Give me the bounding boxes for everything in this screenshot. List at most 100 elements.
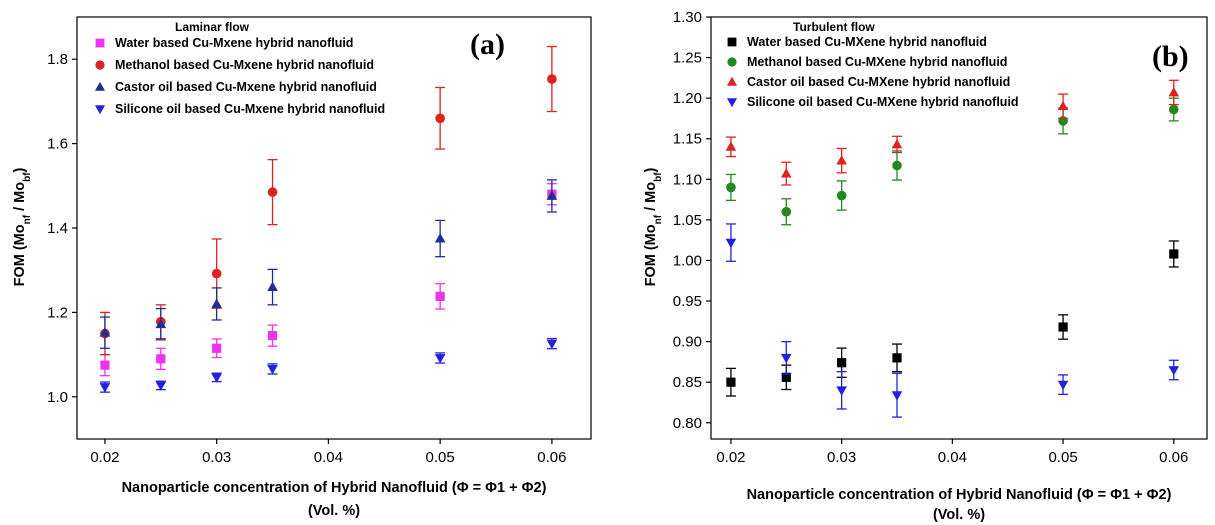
series-square (725, 240, 1179, 397)
legend-marker (726, 76, 738, 86)
legend-item: Castor oil based Cu-MXene hybrid nanoflu… (726, 75, 1010, 89)
data-point (836, 155, 847, 165)
legend-marker (95, 60, 105, 70)
y-tick-label: 1.05 (673, 212, 702, 229)
data-point (211, 298, 222, 308)
legend-marker (95, 38, 105, 48)
x-tick-label: 0.02 (90, 449, 119, 466)
data-point (892, 160, 902, 171)
data-point (211, 268, 222, 279)
data-point (892, 353, 902, 363)
legend-label: Methanol based Cu-MXene hybrid nanofluid (747, 55, 1007, 69)
data-point (267, 281, 278, 291)
data-point (211, 373, 222, 383)
x-axis-label-units: (Vol. %) (933, 507, 985, 523)
data-point (267, 187, 278, 197)
y-tick-label: 0.90 (673, 334, 702, 351)
chart-panel-laminar: 0.02 0.03 0.04 0.05 0.06 1.0 1.2 1.4 1.6 1.8 Wat… (12, 16, 592, 519)
y-ticks: 0.80 0.85 0.90 0.95 1.00 1.05 1.10 1.15 1.20 1.25… (673, 9, 711, 432)
panel-label: (b) (1152, 40, 1189, 73)
x-ticks: 0.02 0.03 0.04 0.05 0.06 (716, 439, 1188, 466)
data-point (155, 318, 167, 329)
x-tick-label: 0.04 (938, 449, 967, 466)
panel-label: (a) (470, 28, 505, 61)
x-axis-label: Nanoparticle concentration of Hybrid Nan… (122, 480, 547, 496)
y-tick-label: 1.6 (47, 136, 68, 153)
legend-item: Water based Cu-MXene hybrid nanofluid (727, 35, 987, 49)
legend-marker (726, 98, 738, 108)
legend-title: Turbulent flow (793, 20, 875, 34)
y-tick-label: 1.15 (673, 131, 702, 148)
y-tick-label: 1.0 (47, 389, 68, 406)
data-point (726, 182, 736, 193)
chart-panel-turbulent: 0.02 0.03 0.04 0.05 0.06 0.80 0.85 0.90 0.95 1.0… (643, 9, 1208, 523)
series-triangle-down (99, 337, 558, 393)
y-tick-label: 1.25 (673, 50, 702, 67)
plot-frame (710, 16, 1208, 440)
data-point (781, 206, 792, 217)
legend-label: Castor oil based Cu-Mxene hybrid nanoflu… (115, 80, 377, 94)
data-point (891, 391, 903, 401)
legend-marker (727, 37, 737, 47)
y-tick-label: 1.20 (673, 90, 702, 107)
legend-item: Silicone oil based Cu-MXene hybrid nanof… (726, 95, 1019, 109)
data-point (1057, 380, 1069, 391)
y-tick-label: 1.4 (47, 220, 68, 237)
data-point (725, 141, 737, 151)
legend-item: Methanol based Cu-Mxene hybrid nanofluid (95, 58, 374, 72)
legend-label: Water based Cu-Mxene hybrid nanofluid (115, 36, 353, 50)
legend: Water based Cu-Mxene hybrid nanofluid Met… (94, 36, 385, 116)
data-point (781, 372, 791, 382)
data-point (435, 113, 445, 124)
data-point (267, 365, 278, 375)
data-point (726, 377, 736, 387)
data-point (725, 238, 737, 249)
data-point (99, 383, 111, 393)
legend-label: Methanol based Cu-Mxene hybrid nanofluid (115, 58, 374, 72)
data-point (267, 331, 278, 341)
data-point (546, 190, 558, 200)
y-ticks: 1.0 1.2 1.4 1.6 1.8 (47, 51, 77, 406)
data-point (1168, 86, 1180, 97)
legend-label: Castor oil based Cu-MXene hybrid nanoflu… (747, 75, 1010, 89)
x-tick-label: 0.02 (716, 449, 745, 466)
data-point (1168, 366, 1180, 376)
data-point (891, 138, 903, 149)
legend-item: Water based Cu-Mxene hybrid nanofluid (95, 36, 353, 50)
y-axis-label: FOM (Monf / Mobf) (643, 167, 664, 286)
data-point (1058, 322, 1068, 332)
legend-marker (94, 81, 106, 91)
data-point (99, 327, 111, 337)
data-point (837, 358, 847, 368)
legend-marker (94, 105, 106, 115)
data-point (212, 343, 222, 353)
data-point (100, 360, 110, 370)
y-axis-label: FOM (Monf / Mobf) (12, 167, 33, 286)
y-tick-label: 0.95 (673, 293, 702, 310)
data-point (546, 339, 558, 350)
legend-label: Silicone oil based Cu-Mxene hybrid nanof… (115, 102, 385, 116)
data-point (836, 190, 847, 201)
x-tick-label: 0.03 (827, 449, 856, 466)
series-triangle-down (725, 223, 1180, 418)
x-axis-label-units: (Vol. %) (308, 503, 360, 519)
data-point (547, 74, 557, 84)
data-point (836, 386, 847, 396)
x-tick-label: 0.05 (426, 449, 455, 466)
data-point (155, 381, 167, 391)
y-tick-label: 1.00 (673, 252, 702, 269)
data-point (435, 291, 445, 301)
legend-item: Methanol based Cu-MXene hybrid nanofluid (727, 55, 1007, 69)
x-axis-label: Nanoparticle concentration of Hybrid Nan… (747, 487, 1172, 503)
legend-label: Silicone oil based Cu-MXene hybrid nanof… (747, 95, 1019, 109)
legend-item: Silicone oil based Cu-Mxene hybrid nanof… (94, 102, 385, 116)
legend-item: Castor oil based Cu-Mxene hybrid nanoflu… (94, 80, 377, 94)
x-tick-label: 0.04 (314, 449, 343, 466)
y-tick-label: 0.85 (673, 374, 702, 391)
y-tick-label: 1.30 (673, 9, 702, 26)
data-point (1168, 104, 1179, 115)
legend-title: Laminar flow (175, 20, 250, 34)
series-triangle-up (99, 179, 558, 349)
x-ticks: 0.02 0.03 0.04 0.05 0.06 (90, 439, 566, 466)
